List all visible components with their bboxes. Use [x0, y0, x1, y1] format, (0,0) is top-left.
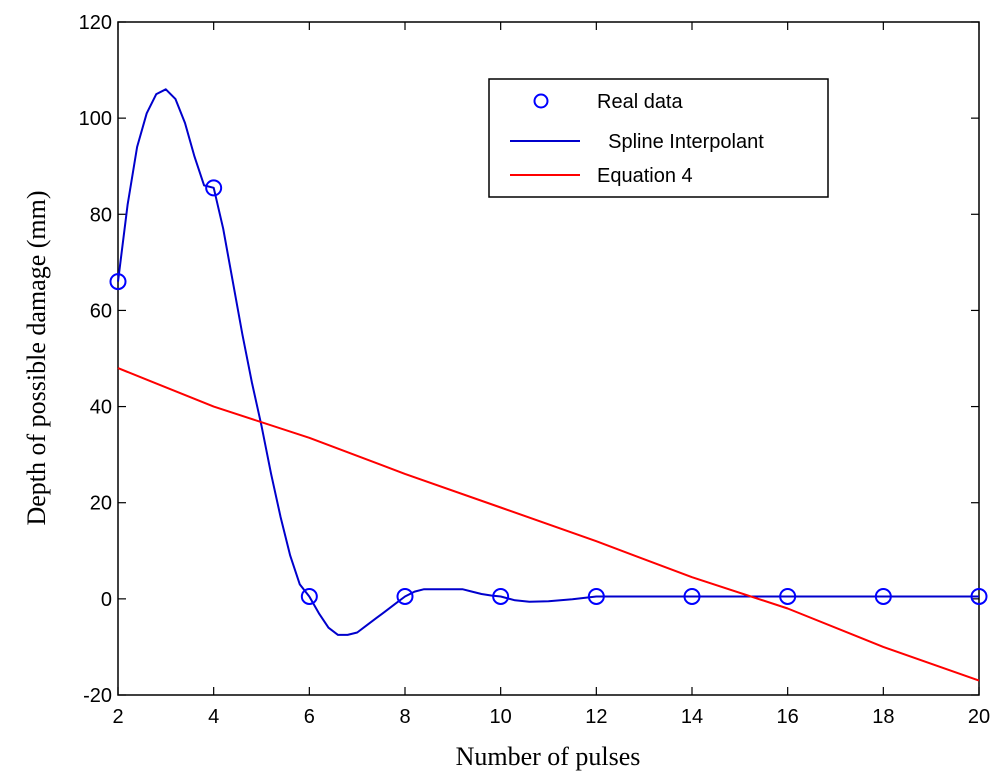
- x-tick-label: 10: [490, 706, 512, 728]
- y-tick-label: 20: [90, 493, 112, 515]
- x-tick-label: 18: [872, 706, 894, 728]
- y-tick-label: 60: [90, 300, 112, 322]
- axis-ticks: 2 4 6 8 10 12 14 16 18 20 -20 0 20 40 60 80 100 120: [79, 12, 991, 728]
- data-point-real-data: [779, 587, 797, 605]
- x-tick-label: 12: [585, 706, 607, 728]
- x-tick-label: 8: [399, 706, 410, 728]
- legend-label-real-data: Real data: [597, 91, 683, 113]
- data-point-real-data: [396, 587, 414, 605]
- legend-label-equation-4: Equation 4: [597, 165, 693, 187]
- y-tick-label: 0: [101, 589, 112, 611]
- data-point-real-data: [970, 587, 988, 605]
- legend-label-spline: Spline Interpolant: [597, 131, 764, 153]
- x-tick-label: 6: [304, 706, 315, 728]
- x-tick-label: 16: [777, 706, 799, 728]
- series-layer: [109, 88, 988, 682]
- legend: Real data Spline Interpolant Equation 4: [488, 78, 829, 198]
- x-tick-label: 20: [968, 706, 990, 728]
- data-point-real-data: [492, 587, 510, 605]
- x-tick-label: 14: [681, 706, 703, 728]
- x-axis-title: Number of pulses: [456, 742, 641, 771]
- y-tick-label: 120: [79, 12, 112, 34]
- y-tick-label: 100: [79, 108, 112, 130]
- data-point-real-data: [109, 273, 127, 291]
- data-point-real-data: [205, 179, 223, 197]
- y-tick-label: 80: [90, 204, 112, 226]
- data-point-real-data: [874, 587, 892, 605]
- x-tick-label: 4: [208, 706, 219, 728]
- series-line-equation-4: [117, 367, 980, 682]
- data-point-real-data: [683, 587, 701, 605]
- legend-box: [488, 78, 829, 198]
- y-tick-label: 40: [90, 397, 112, 419]
- y-tick-label: -20: [83, 685, 112, 707]
- y-axis-title: Depth of possible damage (mm): [22, 190, 51, 525]
- data-point-real-data: [587, 587, 605, 605]
- legend-marker-real-data: [533, 93, 549, 109]
- series-line-spline-interpolant: [117, 88, 979, 636]
- data-point-real-data: [300, 587, 318, 605]
- x-tick-label: 2: [112, 706, 123, 728]
